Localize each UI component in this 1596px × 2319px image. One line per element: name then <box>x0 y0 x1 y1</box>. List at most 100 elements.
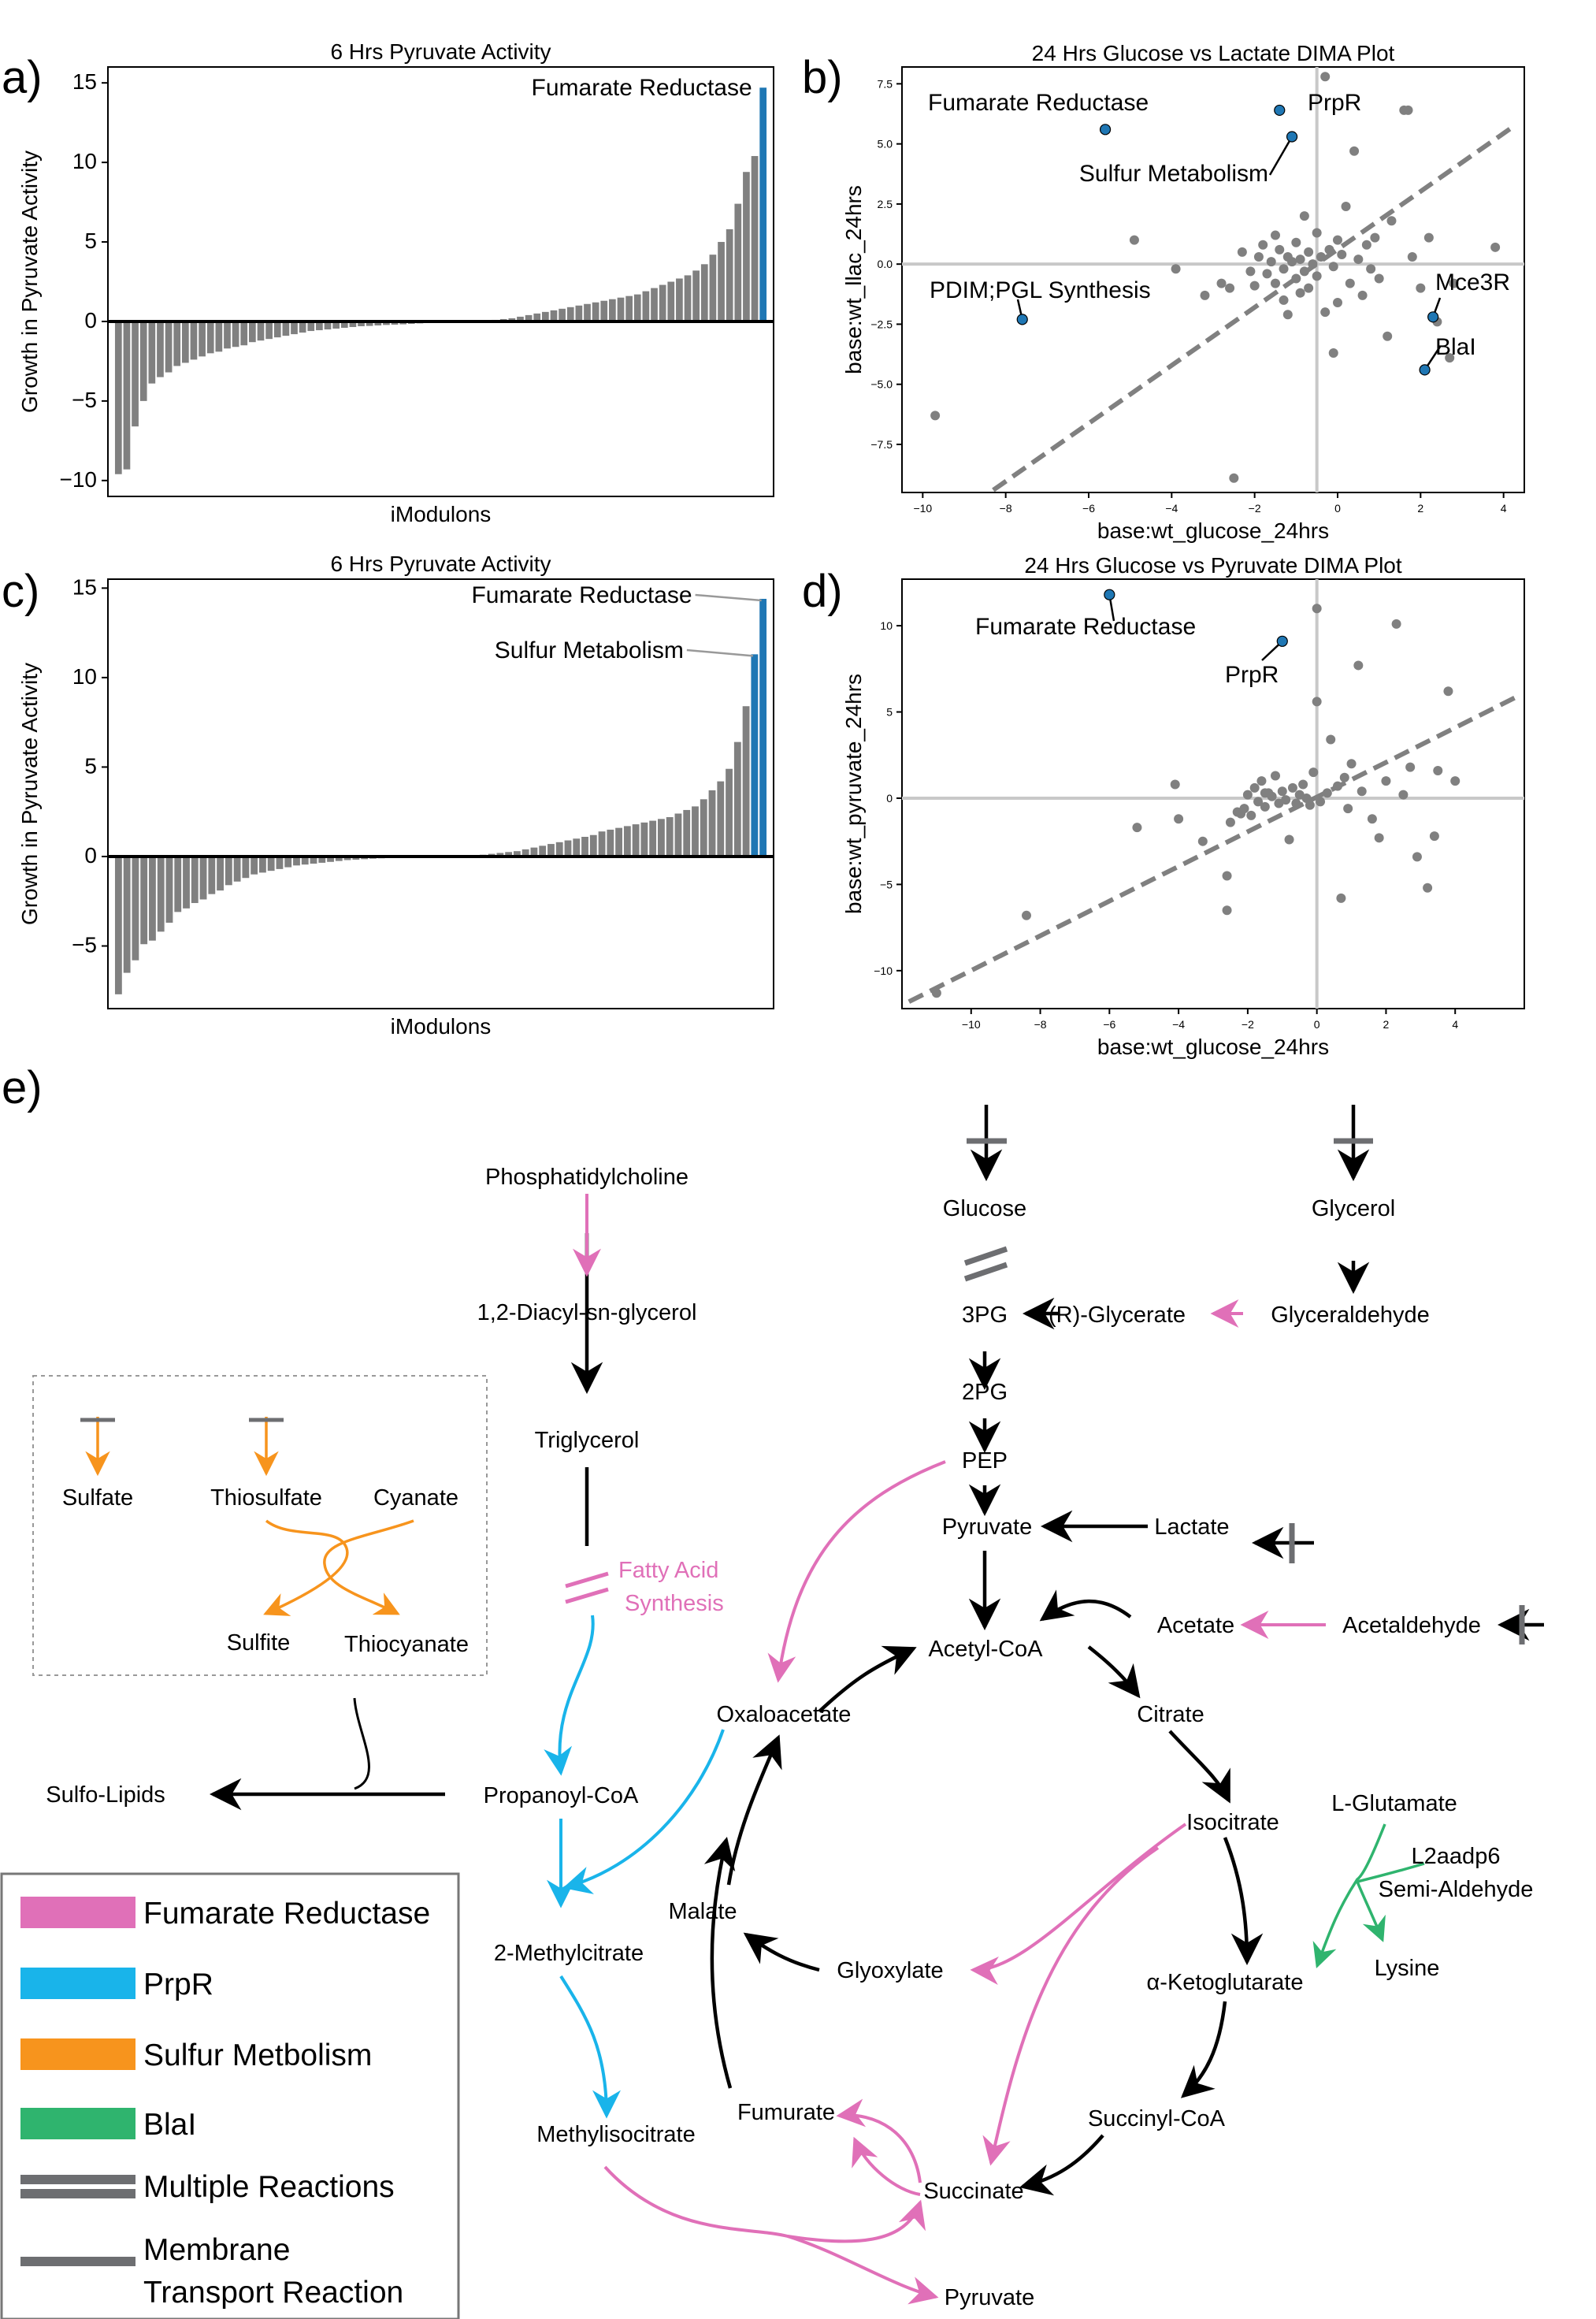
point-b-31 <box>1312 228 1322 238</box>
y-axis-label-c: Growth in Pyruvate Activity <box>17 663 42 925</box>
point-d-14 <box>1253 797 1264 807</box>
point-b-42 <box>1341 201 1351 211</box>
point-d-51 <box>1433 765 1443 775</box>
panel-label-b: b) <box>802 52 843 103</box>
xtick-label-d: −10 <box>962 1018 981 1031</box>
bar-c-75 <box>751 654 759 857</box>
bar-a-33 <box>391 321 399 325</box>
bar-c-46 <box>505 852 513 857</box>
point-d-1 <box>1022 910 1031 920</box>
bar-c-50 <box>539 845 547 857</box>
ytick-label-a: 5 <box>84 229 97 253</box>
bar-c-2 <box>132 856 139 961</box>
point-d-5 <box>1197 836 1208 846</box>
point-label-b-4: Mce3R <box>1435 269 1510 295</box>
ytick-label-d: 0 <box>886 792 893 805</box>
fit-line-b <box>992 122 1518 492</box>
legend-label-blai: BlaI <box>143 2108 196 2142</box>
point-d-25 <box>1291 798 1301 808</box>
ytick-label-c: −5 <box>72 933 97 957</box>
point-b-2 <box>1171 264 1181 274</box>
point-d-42 <box>1367 814 1377 824</box>
arrow-succinylcoa-succinate <box>1019 2134 1104 2196</box>
bar-a-61 <box>625 295 633 321</box>
arrow-fa-propanoyl <box>544 1615 595 1776</box>
node-phosphatidylcholine: Phosphatidylcholine <box>485 1165 689 1190</box>
bar-c-54 <box>573 838 581 857</box>
node-2pg: 2PG <box>962 1380 1008 1405</box>
point-b-28 <box>1304 247 1314 257</box>
point-d-27 <box>1298 779 1308 790</box>
frame-b <box>901 66 1525 493</box>
bar-c-5 <box>157 856 165 932</box>
bar-c-74 <box>742 706 750 857</box>
bar-c-65 <box>666 817 674 857</box>
point-d-30 <box>1308 767 1319 778</box>
bar-a-51 <box>541 311 549 321</box>
bar-c-6 <box>165 856 173 923</box>
bar-a-28 <box>349 321 357 328</box>
point-b-21 <box>1287 257 1297 267</box>
bar-a-76 <box>751 156 759 321</box>
bar-a-66 <box>667 281 675 321</box>
point-b-0 <box>930 411 941 421</box>
legend-swatch-membrane <box>20 2257 135 2266</box>
node-fumurate: Fumurate <box>737 2100 835 2125</box>
point-d-31 <box>1312 697 1322 707</box>
bar-c-56 <box>589 834 597 857</box>
point-b-5 <box>1225 283 1235 293</box>
point-b-39 <box>1333 297 1342 307</box>
bar-a-18 <box>265 321 273 340</box>
bar-c-63 <box>649 820 657 857</box>
point-d-52 <box>1443 686 1453 697</box>
bar-a-16 <box>249 321 256 343</box>
arrow-l2aadp6-lysine <box>1355 1862 1425 1942</box>
node-citrate: Citrate <box>1137 1702 1204 1727</box>
bar-a-32 <box>383 321 390 325</box>
panel-label-c: c) <box>2 566 39 617</box>
bar-a-26 <box>332 321 340 329</box>
node-glyceraldehyde: Glyceraldehyde <box>1271 1303 1430 1328</box>
legend-label-membrane: Membrane <box>143 2233 290 2267</box>
bar-c-20 <box>284 856 292 868</box>
bar-a-25 <box>324 321 332 330</box>
ytick-label-a: −10 <box>60 467 98 492</box>
point-d-15 <box>1256 776 1267 786</box>
node-thiosulfate: Thiosulfate <box>210 1485 322 1511</box>
node-triglycerol: Triglycerol <box>535 1428 640 1453</box>
point-label-b-0: Fumarate Reductase <box>928 90 1149 116</box>
bar-c-60 <box>623 826 631 857</box>
multi-bar-glucose-1 <box>963 1246 1008 1266</box>
bar-a-2 <box>132 321 139 427</box>
point-b-49 <box>1370 232 1380 243</box>
xtick-label-d: 4 <box>1452 1018 1458 1031</box>
arrow-fumurate-malate <box>703 1837 736 2089</box>
node-acetaldehyde: Acetaldehyde <box>1342 1613 1481 1638</box>
point-b-25 <box>1295 288 1305 298</box>
x-axis-label-c: iModulons <box>391 1014 492 1039</box>
node-pep: PEP <box>962 1448 1008 1474</box>
arrow-methylisocitrate-succinate <box>603 2165 926 2243</box>
point-b-16 <box>1275 244 1285 255</box>
point-d-35 <box>1333 781 1342 791</box>
ytick-label-b: −5.0 <box>870 378 893 391</box>
node-malate: Malate <box>668 1899 737 1924</box>
node-cyanate: Cyanate <box>373 1485 458 1511</box>
bar-c-15 <box>242 856 250 879</box>
arrow-thiosulfate-sulfite <box>263 1519 349 1616</box>
highlight-point-b-0 <box>1099 124 1112 136</box>
point-d-8 <box>1225 817 1235 827</box>
bar-a-67 <box>676 278 683 321</box>
xtick-label-d: −2 <box>1242 1018 1254 1031</box>
bar-c-22 <box>301 856 309 865</box>
ytick-label-c: 10 <box>72 664 97 689</box>
ytick-label-b: 0.0 <box>878 258 893 270</box>
bar-a-6 <box>165 321 173 373</box>
bar-a-48 <box>517 316 524 321</box>
highlight-point-b-4 <box>1427 311 1439 323</box>
point-label-b-1: PrpR <box>1308 90 1361 116</box>
point-b-32 <box>1312 271 1322 281</box>
point-d-7 <box>1222 871 1232 881</box>
bar-a-54 <box>566 307 574 321</box>
